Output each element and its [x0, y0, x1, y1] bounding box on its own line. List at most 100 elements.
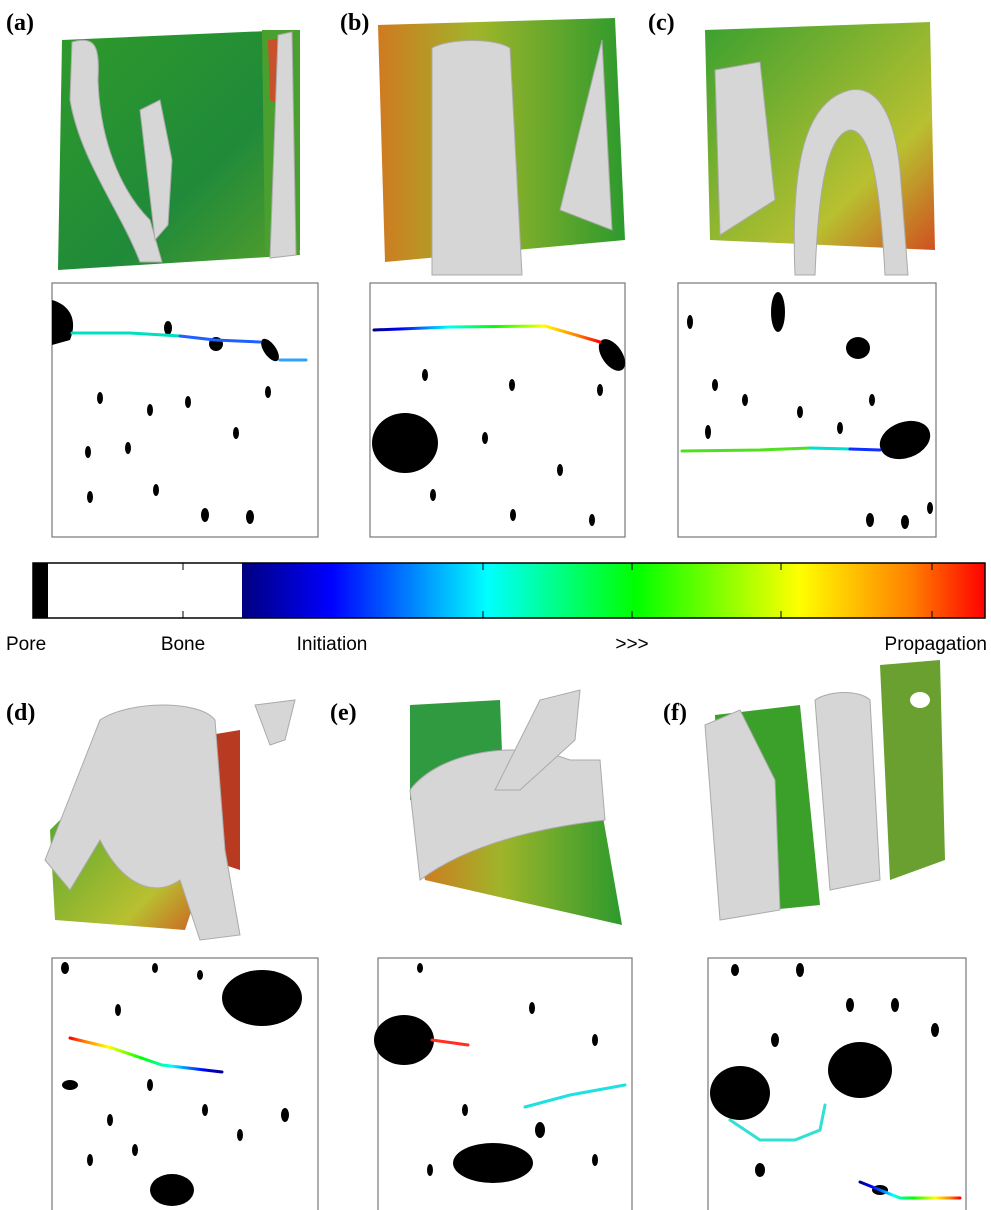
- colorbar: [33, 563, 985, 618]
- blob: [147, 1079, 153, 1091]
- blob: [869, 394, 875, 406]
- tube: [432, 41, 522, 276]
- panel-label: (c): [648, 10, 675, 36]
- blob: [87, 491, 93, 503]
- panel-label: (e): [330, 700, 357, 726]
- blob: [132, 1144, 138, 1156]
- blob: [197, 970, 203, 980]
- blob: [164, 321, 172, 335]
- blob: [866, 513, 874, 527]
- blob: [931, 1023, 939, 1037]
- blob: [150, 1174, 194, 1206]
- shape: [48, 563, 242, 618]
- colorbar-label: Bone: [161, 634, 205, 655]
- blob: [510, 509, 516, 521]
- box: [370, 283, 625, 537]
- blob: [87, 1154, 93, 1166]
- shape: [33, 563, 48, 618]
- blob: [61, 962, 69, 974]
- blob: [462, 1104, 468, 1116]
- blob: [237, 1129, 243, 1141]
- slice-e: [374, 958, 632, 1210]
- slice-c: [678, 283, 936, 537]
- blob: [482, 432, 488, 444]
- panel-label: (b): [340, 10, 369, 36]
- colorbar-label: Initiation: [297, 634, 368, 655]
- blob: [846, 337, 870, 359]
- blob: [427, 1164, 433, 1176]
- render-c: [705, 22, 935, 275]
- shape: [910, 692, 930, 708]
- blob: [265, 386, 271, 398]
- blob: [417, 963, 423, 973]
- blob: [771, 292, 785, 332]
- blob: [222, 970, 302, 1026]
- blob: [62, 1080, 78, 1090]
- blob: [535, 1122, 545, 1138]
- panel-label: (f): [663, 700, 687, 726]
- blob: [509, 379, 515, 391]
- blob: [687, 315, 693, 329]
- blob: [597, 384, 603, 396]
- panel-label: (d): [6, 700, 35, 726]
- blob: [147, 404, 153, 416]
- colorbar-label: Pore: [6, 634, 46, 655]
- tube: [255, 700, 295, 745]
- blob: [372, 413, 438, 473]
- blob: [705, 425, 711, 439]
- blob: [233, 427, 239, 439]
- blob: [901, 515, 909, 529]
- blob: [97, 392, 103, 404]
- blob: [201, 508, 209, 522]
- colorbar-label: Propagation: [885, 634, 987, 655]
- blob: [281, 1108, 289, 1122]
- blob: [185, 396, 191, 408]
- slice-f: [708, 958, 966, 1210]
- blob: [592, 1154, 598, 1166]
- blob: [557, 464, 563, 476]
- crack: [850, 449, 880, 450]
- blob: [115, 1004, 121, 1016]
- blob: [125, 442, 131, 454]
- blob: [891, 998, 899, 1012]
- render-f: [705, 660, 945, 920]
- blob: [374, 1015, 434, 1065]
- render-d: [45, 700, 295, 940]
- blob: [755, 1163, 765, 1177]
- blob: [589, 514, 595, 526]
- blob: [152, 963, 158, 973]
- blob: [837, 422, 843, 434]
- blob: [107, 1114, 113, 1126]
- render-e: [410, 690, 622, 925]
- blob: [771, 1033, 779, 1047]
- blob: [430, 489, 436, 501]
- blob: [712, 379, 718, 391]
- blob: [731, 964, 739, 976]
- blob: [846, 998, 854, 1012]
- crack: [810, 448, 850, 449]
- blob: [797, 406, 803, 418]
- blob: [529, 1002, 535, 1014]
- slice-d: [52, 958, 318, 1210]
- shape: [880, 660, 945, 880]
- blob: [153, 484, 159, 496]
- blob: [422, 369, 428, 381]
- colorbar-label: >>>: [615, 634, 648, 655]
- panel-label: (a): [6, 10, 34, 36]
- figure: Pore Bone Initiation >>> Propagation: [0, 0, 991, 1210]
- render-b: [378, 18, 625, 275]
- shape: [242, 563, 985, 618]
- slice-a: [52, 283, 318, 537]
- blob: [927, 502, 933, 514]
- box: [678, 283, 936, 537]
- blob: [796, 963, 804, 977]
- blob: [453, 1143, 533, 1183]
- blob: [710, 1066, 770, 1120]
- blob: [202, 1104, 208, 1116]
- slice-b: [370, 283, 631, 537]
- blob: [742, 394, 748, 406]
- blob: [828, 1042, 892, 1098]
- blob: [85, 446, 91, 458]
- blob: [246, 510, 254, 524]
- blob: [592, 1034, 598, 1046]
